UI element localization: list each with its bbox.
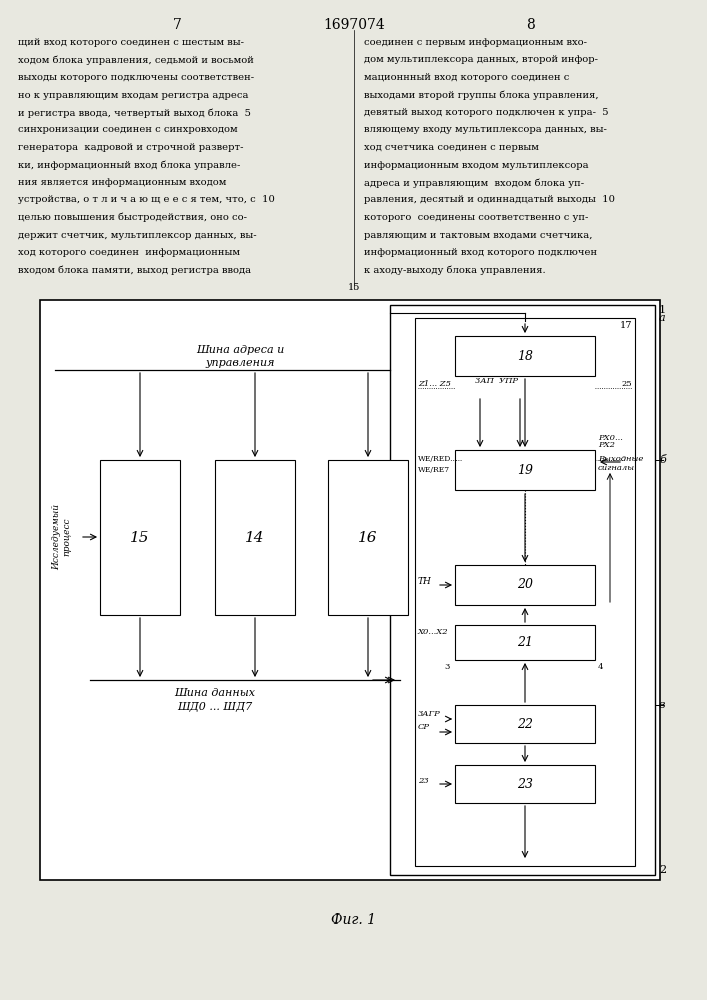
Text: ход счетчика соединен с первым: ход счетчика соединен с первым	[364, 143, 539, 152]
Text: 16: 16	[358, 530, 378, 544]
Text: но к управляющим входам регистра адреса: но к управляющим входам регистра адреса	[18, 91, 248, 100]
Text: 23: 23	[517, 778, 533, 790]
Text: выходами второй группы блока управления,: выходами второй группы блока управления,	[364, 91, 599, 100]
Text: WE/RE7: WE/RE7	[418, 466, 450, 474]
Bar	[455, 625, 595, 660]
Text: WE/RED...: WE/RED...	[418, 455, 458, 463]
Text: равления, десятый и одиннадцатый выходы  10: равления, десятый и одиннадцатый выходы …	[364, 196, 615, 205]
Bar	[40, 300, 660, 880]
Text: Шина адреса и: Шина адреса и	[196, 345, 284, 355]
Text: РХ2: РХ2	[598, 441, 615, 449]
Text: ход которого соединен  информационным: ход которого соединен информационным	[18, 248, 240, 257]
Text: 23: 23	[418, 777, 428, 785]
Text: к аходу-выходу блока управления.: к аходу-выходу блока управления.	[364, 265, 546, 275]
Text: входом блока памяти, выход регистра ввода: входом блока памяти, выход регистра ввод…	[18, 265, 251, 275]
Text: 3: 3	[445, 663, 450, 671]
Bar	[455, 705, 595, 743]
Text: девятый выход которого подключен к упра-  5: девятый выход которого подключен к упра-…	[364, 108, 609, 117]
Bar	[455, 765, 595, 803]
Text: 4: 4	[598, 663, 604, 671]
Text: 25: 25	[621, 380, 632, 388]
Text: СР: СР	[418, 723, 430, 731]
Text: равляющим и тактовым входами счетчика,: равляющим и тактовым входами счетчика,	[364, 231, 592, 239]
Text: держит счетчик, мультиплексор данных, вы-: держит счетчик, мультиплексор данных, вы…	[18, 231, 257, 239]
Text: Выходные
сигналы: Выходные сигналы	[598, 455, 643, 472]
Text: ШД0 ... ШД7: ШД0 ... ШД7	[177, 702, 252, 712]
Text: 19: 19	[517, 464, 533, 477]
Text: 1697074: 1697074	[323, 18, 385, 32]
Text: выходы которого подключены соответствен-: выходы которого подключены соответствен-	[18, 73, 254, 82]
Text: в: в	[659, 700, 665, 710]
Text: 21: 21	[517, 636, 533, 649]
Text: информационный вход которого подключен: информационный вход которого подключен	[364, 248, 597, 257]
Text: Фиг. 1: Фиг. 1	[332, 913, 377, 927]
Bar	[455, 450, 595, 490]
Text: ТН: ТН	[418, 578, 432, 586]
Text: управления: управления	[205, 358, 275, 368]
Bar	[328, 460, 408, 615]
Bar	[215, 460, 295, 615]
Text: б: б	[659, 455, 666, 465]
Text: синхронизации соединен с синхровходом: синхронизации соединен с синхровходом	[18, 125, 238, 134]
Bar	[455, 565, 595, 605]
Bar	[455, 336, 595, 376]
Text: мационнный вход которого соединен с: мационнный вход которого соединен с	[364, 73, 569, 82]
Text: ходом блока управления, седьмой и восьмой: ходом блока управления, седьмой и восьмо…	[18, 55, 254, 65]
Text: ки, информационный вход блока управле-: ки, информационный вход блока управле-	[18, 160, 240, 170]
Bar	[390, 305, 655, 875]
Text: 22: 22	[517, 718, 533, 730]
Text: ЗАП  УПР: ЗАП УПР	[475, 377, 518, 385]
Bar	[100, 460, 180, 615]
Text: устройства, о т л и ч а ю щ е е с я тем, что, с  10: устройства, о т л и ч а ю щ е е с я тем,…	[18, 196, 275, 205]
Text: 15: 15	[130, 530, 150, 544]
Text: 15: 15	[348, 283, 360, 292]
Text: соединен с первым информационным вхо-: соединен с первым информационным вхо-	[364, 38, 587, 47]
Text: 17: 17	[619, 321, 632, 330]
Text: 1: 1	[659, 305, 666, 315]
Text: Х0...Х2: Х0...Х2	[418, 628, 449, 636]
Text: Z1... Z5: Z1... Z5	[418, 380, 451, 388]
Text: 14: 14	[245, 530, 264, 544]
Text: дом мультиплексора данных, второй инфор-: дом мультиплексора данных, второй инфор-	[364, 55, 598, 64]
Text: 20: 20	[517, 578, 533, 591]
Text: щий вход которого соединен с шестым вы-: щий вход которого соединен с шестым вы-	[18, 38, 244, 47]
Text: 18: 18	[517, 350, 533, 362]
Text: Исследуемый
процесс: Исследуемый процесс	[52, 504, 71, 570]
Text: адреса и управляющим  входом блока уп-: адреса и управляющим входом блока уп-	[364, 178, 584, 188]
Text: вляющему входу мультиплексора данных, вы-: вляющему входу мультиплексора данных, вы…	[364, 125, 607, 134]
Text: информационным входом мультиплексора: информационным входом мультиплексора	[364, 160, 589, 169]
Text: 8: 8	[527, 18, 535, 32]
Text: Шина данных: Шина данных	[175, 688, 255, 698]
Text: 7: 7	[173, 18, 182, 32]
Text: а: а	[659, 313, 665, 323]
Text: 2: 2	[659, 865, 666, 875]
Bar	[415, 318, 635, 866]
Text: и регистра ввода, четвертый выход блока  5: и регистра ввода, четвертый выход блока …	[18, 108, 251, 117]
Text: ния является информационным входом: ния является информационным входом	[18, 178, 226, 187]
Text: РХ0...: РХ0...	[598, 434, 623, 442]
Text: целью повышения быстродействия, оно со-: целью повышения быстродействия, оно со-	[18, 213, 247, 223]
Text: которого  соединены соответственно с уп-: которого соединены соответственно с уп-	[364, 213, 588, 222]
Text: генератора  кадровой и строчной разверт-: генератора кадровой и строчной разверт-	[18, 143, 243, 152]
Text: ЗАГР: ЗАГР	[418, 710, 440, 718]
